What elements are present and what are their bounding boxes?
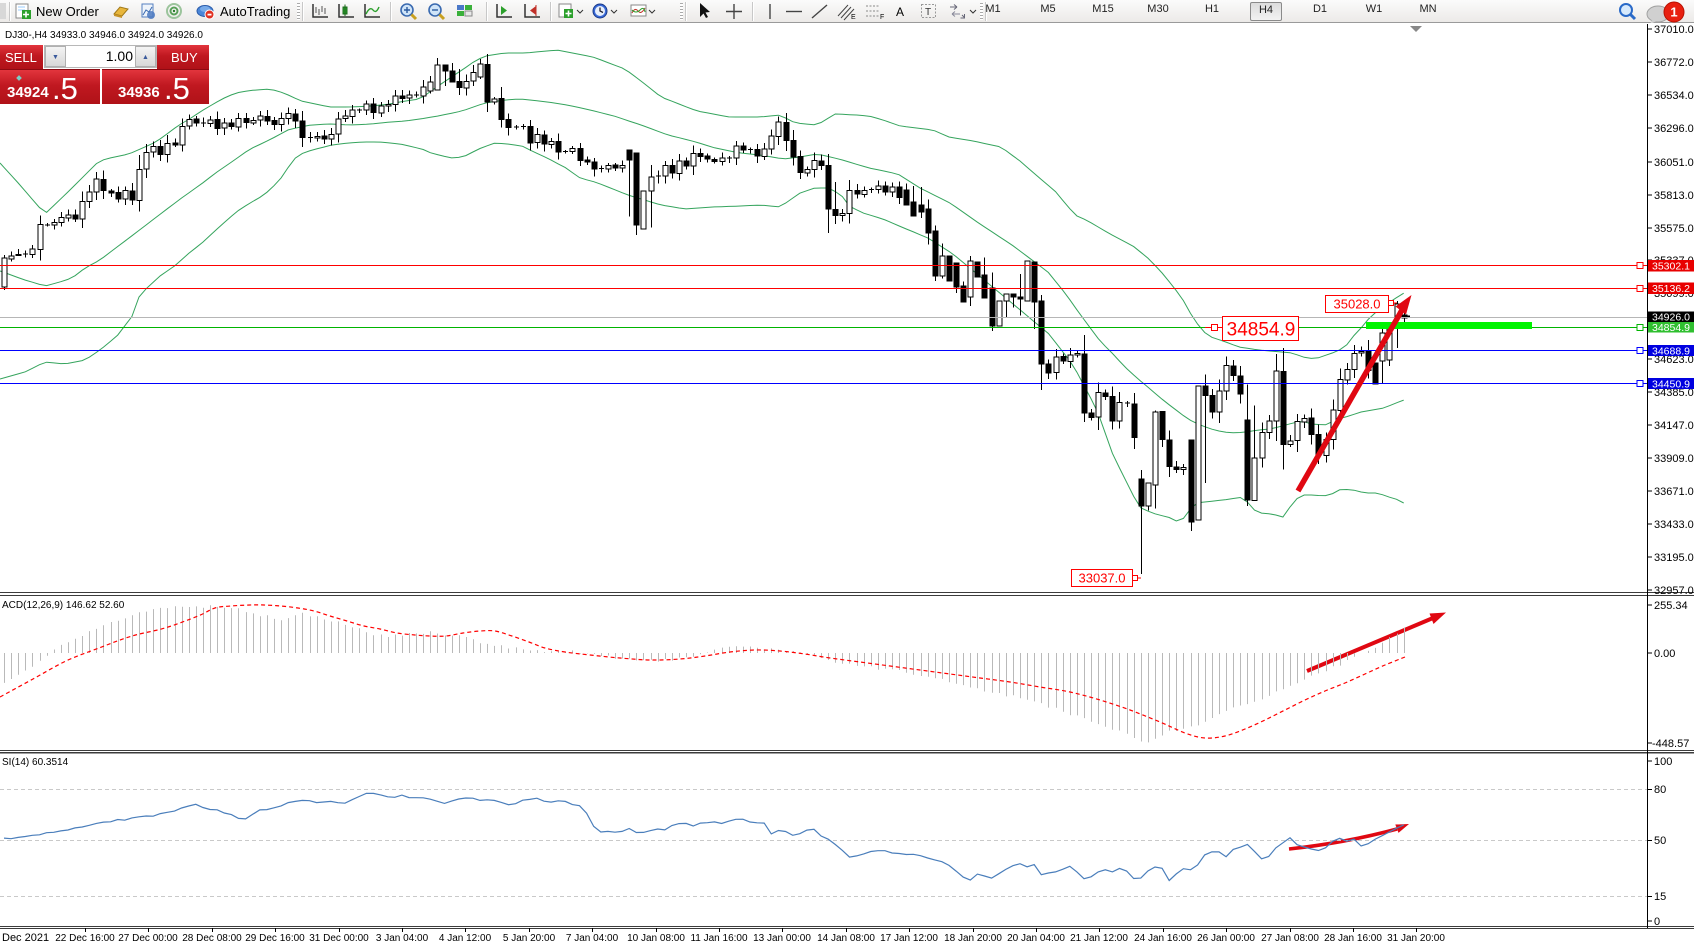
svg-text:35136.2: 35136.2 [1652,283,1690,295]
svg-text:10 Jan 08:00: 10 Jan 08:00 [627,933,685,944]
svg-text:0: 0 [1654,916,1660,928]
svg-text:20 Jan 04:00: 20 Jan 04:00 [1007,933,1065,944]
svg-text:255.34: 255.34 [1654,600,1688,612]
svg-text:24 Jan 16:00: 24 Jan 16:00 [1134,933,1192,944]
svg-text:35302.1: 35302.1 [1652,261,1690,273]
svg-text:33037.0: 33037.0 [1079,571,1126,586]
svg-text:21 Jan 12:00: 21 Jan 12:00 [1070,933,1128,944]
svg-text:29 Dec 16:00: 29 Dec 16:00 [245,933,305,944]
svg-text:27 Jan 08:00: 27 Jan 08:00 [1261,933,1319,944]
svg-text:50: 50 [1654,835,1666,847]
svg-text:E: E [851,14,856,21]
svg-text:3 Jan 04:00: 3 Jan 04:00 [376,933,429,944]
svg-text:-448.57: -448.57 [1652,738,1689,750]
svg-text:Dec 2021: Dec 2021 [2,932,49,944]
svg-text:34385.0: 34385.0 [1654,387,1694,399]
svg-text:34854.9: 34854.9 [1652,322,1690,334]
svg-text:ACD(12,26,9) 146.62 52.60: ACD(12,26,9) 146.62 52.60 [2,600,125,611]
svg-text:34147.0: 34147.0 [1654,420,1694,432]
svg-text:34854.9: 34854.9 [1227,320,1296,341]
svg-text:34926.0: 34926.0 [1652,312,1690,324]
svg-text:28 Jan 16:00: 28 Jan 16:00 [1324,933,1382,944]
svg-text:27 Dec 00:00: 27 Dec 00:00 [118,933,178,944]
svg-text:33195.0: 33195.0 [1654,552,1694,564]
svg-text:22 Dec 16:00: 22 Dec 16:00 [55,933,115,944]
svg-text:F: F [880,14,884,21]
svg-text:4 Jan 12:00: 4 Jan 12:00 [439,933,492,944]
svg-text:1: 1 [1670,5,1677,20]
svg-text:18 Jan 20:00: 18 Jan 20:00 [944,933,1002,944]
svg-text:33909.0: 33909.0 [1654,453,1694,465]
svg-text:28 Dec 08:00: 28 Dec 08:00 [182,933,242,944]
svg-text:36534.0: 36534.0 [1654,90,1694,102]
svg-text:34688.9: 34688.9 [1652,346,1690,358]
svg-text:11 Jan 16:00: 11 Jan 16:00 [690,933,748,944]
svg-text:34450.9: 34450.9 [1652,379,1690,391]
svg-text:37010.0: 37010.0 [1654,24,1694,36]
svg-text:7 Jan 04:00: 7 Jan 04:00 [566,933,619,944]
svg-text:36296.0: 36296.0 [1654,123,1694,135]
svg-text:14 Jan 08:00: 14 Jan 08:00 [817,933,875,944]
svg-text:100: 100 [1654,756,1672,768]
svg-text:31 Dec 00:00: 31 Dec 00:00 [309,933,369,944]
svg-text:15: 15 [1654,891,1666,903]
svg-text:33433.0: 33433.0 [1654,519,1694,531]
svg-text:DJ30-,H4 34933.0 34946.0 3492: DJ30-,H4 34933.0 34946.0 34924.0 34926.0 [5,30,203,41]
svg-text:26 Jan 00:00: 26 Jan 00:00 [1197,933,1255,944]
svg-text:13 Jan 00:00: 13 Jan 00:00 [753,933,811,944]
svg-text:34623.0: 34623.0 [1654,354,1694,366]
svg-text:32957.0: 32957.0 [1654,585,1694,597]
svg-text:35813.0: 35813.0 [1654,190,1694,202]
svg-text:33671.0: 33671.0 [1654,486,1694,498]
svg-text:0.00: 0.00 [1654,648,1675,660]
svg-text:T: T [925,7,931,18]
svg-text:35028.0: 35028.0 [1334,297,1381,312]
svg-text:36772.0: 36772.0 [1654,57,1694,69]
svg-text:35575.0: 35575.0 [1654,223,1694,235]
svg-text:36051.0: 36051.0 [1654,157,1694,169]
svg-text:5 Jan 20:00: 5 Jan 20:00 [503,933,556,944]
svg-text:80: 80 [1654,784,1666,796]
svg-text:SI(14) 60.3514: SI(14) 60.3514 [2,757,69,768]
svg-text:31 Jan 20:00: 31 Jan 20:00 [1387,933,1445,944]
svg-text:17 Jan 12:00: 17 Jan 12:00 [880,933,938,944]
